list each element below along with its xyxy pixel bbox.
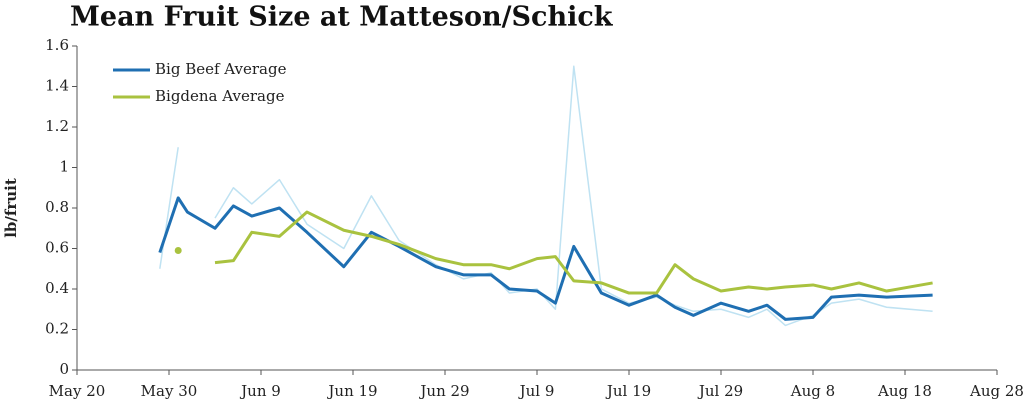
x-tick-label: Aug 18 bbox=[877, 382, 932, 400]
line-series bbox=[214, 210, 933, 295]
y-tick-label: 0.8 bbox=[45, 198, 69, 216]
y-tick-label: 1.4 bbox=[45, 77, 69, 95]
x-tick-label: Jul 9 bbox=[518, 382, 555, 400]
y-tick-label: 0.2 bbox=[45, 320, 69, 338]
y-tick-label: 0.4 bbox=[45, 279, 69, 297]
x-tick-label: Jun 29 bbox=[418, 382, 469, 400]
legend-label: Bigdena Average bbox=[155, 87, 285, 105]
y-tick-label: 1 bbox=[59, 158, 69, 176]
y-axis-label: lb/fruit bbox=[2, 178, 20, 238]
chart-title: Mean Fruit Size at Matteson/Schick bbox=[70, 2, 614, 33]
y-tick-label: 1.2 bbox=[45, 117, 69, 135]
x-tick-label: May 20 bbox=[49, 382, 106, 400]
y-tick-label: 1.6 bbox=[45, 36, 69, 54]
line-series bbox=[158, 196, 933, 321]
point bbox=[174, 247, 182, 255]
x-tick-label: May 30 bbox=[141, 382, 198, 400]
x-tick-label: Jun 9 bbox=[239, 382, 281, 400]
y-tick-label: 0 bbox=[59, 360, 69, 378]
y-tick-label: 0.6 bbox=[45, 239, 69, 257]
x-tick-label: Aug 28 bbox=[969, 382, 1024, 400]
legend-label: Big Beef Average bbox=[155, 60, 287, 78]
line-series bbox=[159, 65, 933, 327]
x-tick-label: Aug 8 bbox=[790, 382, 835, 400]
x-tick-label: Jul 19 bbox=[605, 382, 651, 400]
x-tick-label: Jun 19 bbox=[326, 382, 377, 400]
x-tick-label: Jul 29 bbox=[697, 382, 743, 400]
